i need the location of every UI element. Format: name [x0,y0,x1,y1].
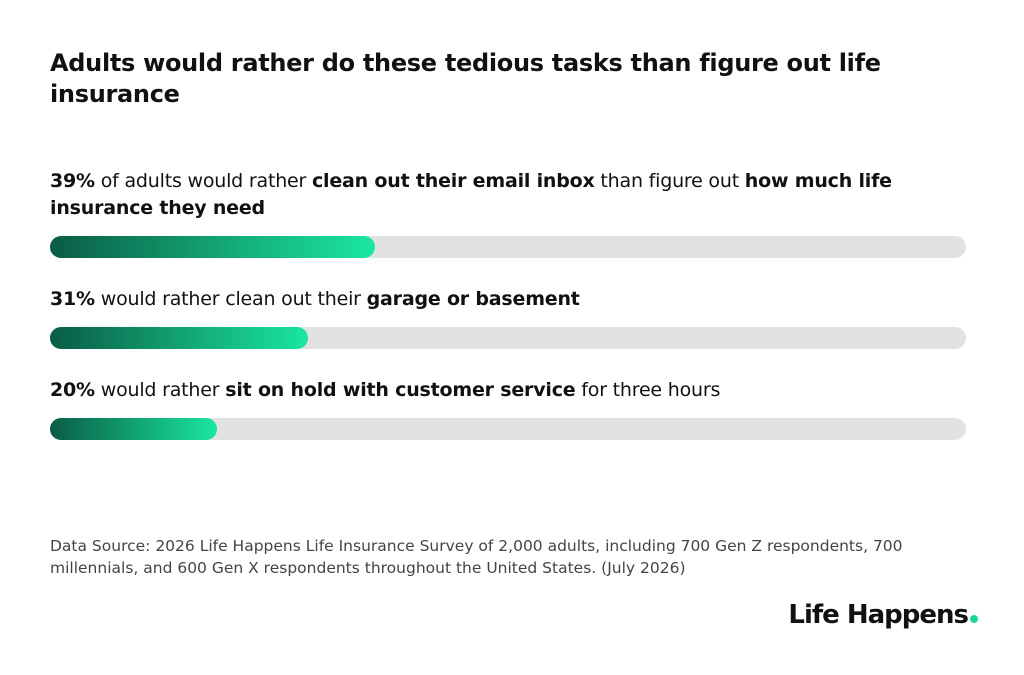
bar-item: 39% of adults would rather clean out the… [50,168,966,258]
category-text: would rather clean out their [100,288,361,310]
bar-list: 39% of adults would rather clean out the… [50,168,966,468]
bar-label: 39% of adults would rather clean out the… [50,168,966,222]
brand-text: Life Happens [788,600,969,630]
category-text: garage or basement [366,288,580,310]
category-text: for three hours [581,379,721,401]
brand-dot [970,615,978,623]
chart-title: Adults would rather do these tedious tas… [50,49,881,108]
value-label: 20% [50,379,95,401]
bar-label: 31% would rather clean out their garage … [50,286,966,313]
value-label: 31% [50,288,95,310]
value-label: 39% [50,170,95,192]
category-text: how much life insurance they need [50,170,892,219]
source-note: Data Source: 2026 Life Happens Life Insu… [50,537,903,577]
brand-logo: Life Happens [788,600,978,630]
category-text: sit on hold with customer service [225,379,576,401]
category-text: than figure out [600,170,739,192]
bar [50,418,217,440]
bar-label: 20% would rather sit on hold with custom… [50,377,966,404]
bar-track [50,327,966,349]
bar-track [50,236,966,258]
bar-track [50,418,966,440]
bar [50,327,309,349]
category-text: of adults would rather [100,170,307,192]
bar [50,236,375,258]
bar-item: 20% would rather sit on hold with custom… [50,377,966,440]
category-text: clean out their email inbox [311,170,595,192]
category-text: would rather [100,379,220,401]
bar-item: 31% would rather clean out their garage … [50,286,966,349]
